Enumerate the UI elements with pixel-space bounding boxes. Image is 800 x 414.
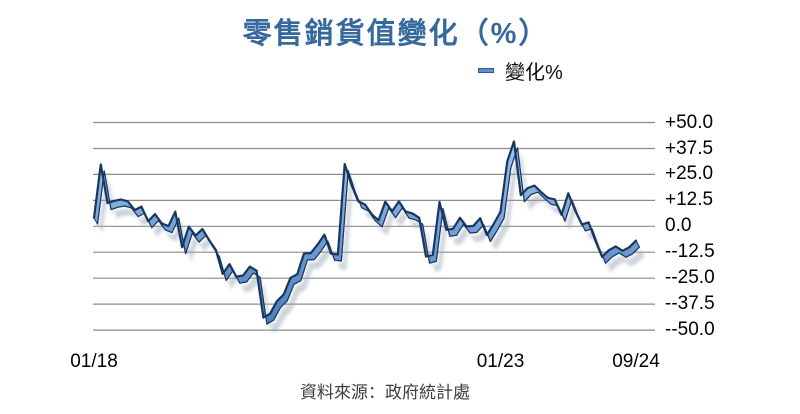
legend-series-label: 變化% [505, 61, 563, 84]
y-tick-label: +37.5 [665, 137, 714, 159]
series-line [92, 140, 638, 319]
y-tick-label: +25.0 [665, 163, 714, 185]
x-tick-label: 01/18 [70, 351, 118, 372]
chart-legend: 變化% [478, 58, 563, 84]
y-tick-label: 0.0 [665, 215, 692, 237]
x-tick-label: 01/23 [476, 351, 525, 372]
chart-title: 零售銷貨值變化（%） [242, 18, 550, 50]
x-tick-label: 09/24 [612, 351, 660, 372]
series-shadow [99, 150, 645, 334]
y-tick-label: --12.5 [665, 241, 715, 263]
y-tick-label: --50.0 [665, 319, 715, 341]
y-tick-label: +12.5 [665, 189, 714, 211]
legend-line-marker-icon [478, 67, 494, 73]
data-source-note: 資料來源：政府統計處 [300, 383, 470, 402]
y-tick-label: --37.5 [665, 293, 715, 315]
y-tick-label: --25.0 [665, 267, 715, 289]
y-tick-label: +50.0 [665, 111, 714, 133]
